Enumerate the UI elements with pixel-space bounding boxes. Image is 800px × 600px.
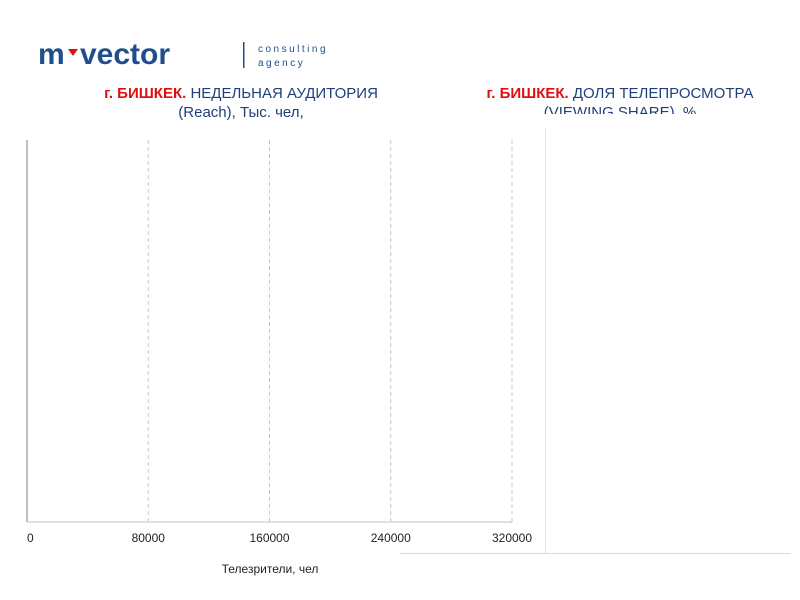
mvector-logo: m vector consulting agency <box>38 40 328 70</box>
title-subtext: (Reach), Тыс. чел, <box>178 104 304 121</box>
chart-title-reach: г. БИШКЕК. НЕДЕЛЬНАЯ АУДИТОРИЯ (Reach), … <box>70 84 412 122</box>
title-city: г. БИШКЕК. <box>104 85 187 102</box>
x-axis-label: Телезрители, чел <box>221 562 319 576</box>
logo-brand-vector: vector <box>80 40 170 70</box>
x-tick-label: 320000 <box>492 531 532 545</box>
logo-divider <box>243 42 245 68</box>
x-tick-label: 160000 <box>249 531 289 545</box>
title-text: ДОЛЯ ТЕЛЕПРОСМОТРА <box>568 85 754 102</box>
title-text: НЕДЕЛЬНАЯ АУДИТОРИЯ <box>186 85 378 102</box>
logo-brand-m: m <box>38 40 65 70</box>
x-tick-label: 240000 <box>371 531 411 545</box>
logo-red-tick <box>68 49 78 56</box>
tick-label-layer: 0 80000 160000 240000 320000 <box>27 531 532 545</box>
x-tick-label: 0 <box>27 531 34 545</box>
right-panel-baseline <box>400 553 791 554</box>
x-tick-label: 80000 <box>132 531 166 545</box>
logo-tagline-consulting: consulting <box>258 44 328 55</box>
title-subtext: (VIEWING SHARE), % <box>543 104 697 114</box>
chart-title-viewing-share: г. БИШКЕК. ДОЛЯ ТЕЛЕПРОСМОТРА (VIEWING S… <box>450 84 790 114</box>
logo-tagline-agency: agency <box>258 58 305 69</box>
grid-layer <box>147 140 513 522</box>
title-city: г. БИШКЕК. <box>486 85 569 102</box>
viewing-share-chart-area <box>545 128 792 554</box>
